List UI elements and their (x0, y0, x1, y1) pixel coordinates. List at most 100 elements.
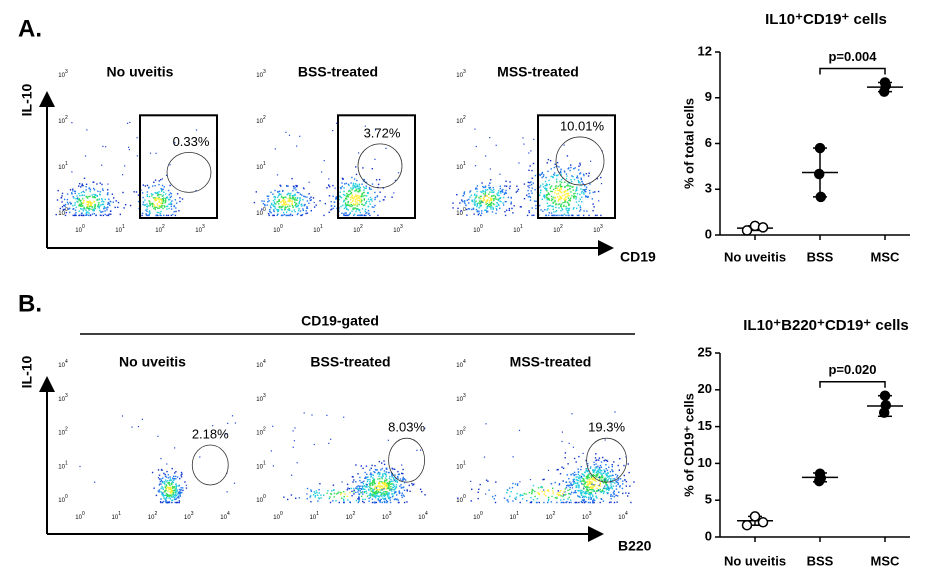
tick-exponent: 2 (65, 427, 68, 433)
event-dot (578, 215, 579, 216)
event-dot (74, 204, 75, 205)
event-dot (360, 187, 361, 188)
event-dot (495, 213, 496, 214)
event-dot (160, 498, 161, 499)
event-dot (297, 206, 298, 207)
event-dot (596, 488, 597, 489)
event-dot (99, 194, 100, 195)
event-dot (401, 487, 402, 488)
event-dot (577, 495, 578, 496)
event-dot (374, 494, 375, 495)
event-dot (559, 185, 560, 186)
event-dot (379, 192, 380, 193)
event-dot (593, 484, 594, 485)
event-dot (568, 493, 569, 494)
event-dot (374, 479, 375, 480)
event-dot (333, 208, 334, 209)
event-dot (563, 499, 564, 500)
event-dot (557, 196, 558, 197)
event-dot (586, 196, 587, 197)
event-dot (605, 439, 606, 440)
event-dot (85, 210, 86, 211)
data-point (815, 170, 824, 179)
event-dot (372, 502, 373, 503)
event-dot (351, 204, 352, 205)
event-dot (594, 464, 595, 465)
event-dot (600, 502, 601, 503)
event-dot (356, 500, 357, 501)
event-dot (599, 457, 600, 458)
event-dot (334, 493, 335, 494)
event-dot (153, 208, 154, 209)
event-dot (545, 181, 546, 182)
event-dot (175, 496, 176, 497)
event-dot (512, 487, 513, 488)
event-dot (154, 207, 155, 208)
event-dot (361, 482, 362, 483)
event-dot (292, 215, 293, 216)
event-dot (176, 485, 177, 486)
event-dot (466, 209, 467, 210)
gate-circle (556, 137, 604, 185)
event-dot (363, 186, 364, 187)
event-dot (173, 480, 174, 481)
tick-exponent: 0 (263, 207, 266, 213)
gate-percent: 10.01% (560, 118, 605, 133)
event-dot (482, 200, 483, 201)
event-dot (176, 487, 177, 488)
event-dot (175, 488, 176, 489)
event-dot (511, 198, 512, 199)
event-dot (171, 206, 172, 207)
event-dot (152, 472, 153, 473)
tick-exponent: 4 (625, 511, 628, 517)
event-dot (620, 478, 621, 479)
event-dot (560, 197, 561, 198)
event-dot (570, 164, 571, 165)
event-dot (143, 184, 144, 185)
event-dot (589, 183, 590, 184)
event-dot (547, 199, 548, 200)
event-dot (582, 492, 583, 493)
event-dot (404, 502, 405, 503)
event-dot (175, 471, 176, 472)
event-dot (606, 468, 607, 469)
event-dot (163, 473, 164, 474)
event-dot (363, 190, 364, 191)
event-dot (357, 205, 358, 206)
event-dot (558, 215, 559, 216)
event-dot (108, 199, 109, 200)
event-dot (177, 193, 178, 194)
event-dot (492, 190, 493, 191)
event-dot (277, 215, 278, 216)
event-dot (542, 177, 543, 178)
event-dot (113, 202, 114, 203)
event-dot (481, 210, 482, 211)
event-dot (360, 212, 361, 213)
event-dot (344, 183, 345, 184)
event-dot (569, 195, 570, 196)
event-dot (578, 487, 579, 488)
event-dot (488, 489, 489, 490)
event-dot (490, 187, 491, 188)
x-tick-label: 103 (184, 511, 194, 520)
event-dot (378, 483, 379, 484)
event-dot (377, 215, 378, 216)
event-dot (289, 193, 290, 194)
event-dot (543, 176, 544, 177)
event-dot (362, 486, 363, 487)
event-dot (352, 195, 353, 196)
event-dot (158, 202, 159, 203)
event-dot (346, 209, 347, 210)
event-dot (584, 486, 585, 487)
event-dot (480, 198, 481, 199)
event-dot (600, 482, 601, 483)
event-dot (79, 183, 80, 184)
event-dot (394, 480, 395, 481)
event-dot (577, 483, 578, 484)
event-dot (456, 194, 457, 195)
event-dot (556, 494, 557, 495)
event-dot (105, 199, 106, 200)
event-dot (561, 441, 562, 442)
event-dot (350, 187, 351, 188)
event-dot (573, 168, 574, 169)
